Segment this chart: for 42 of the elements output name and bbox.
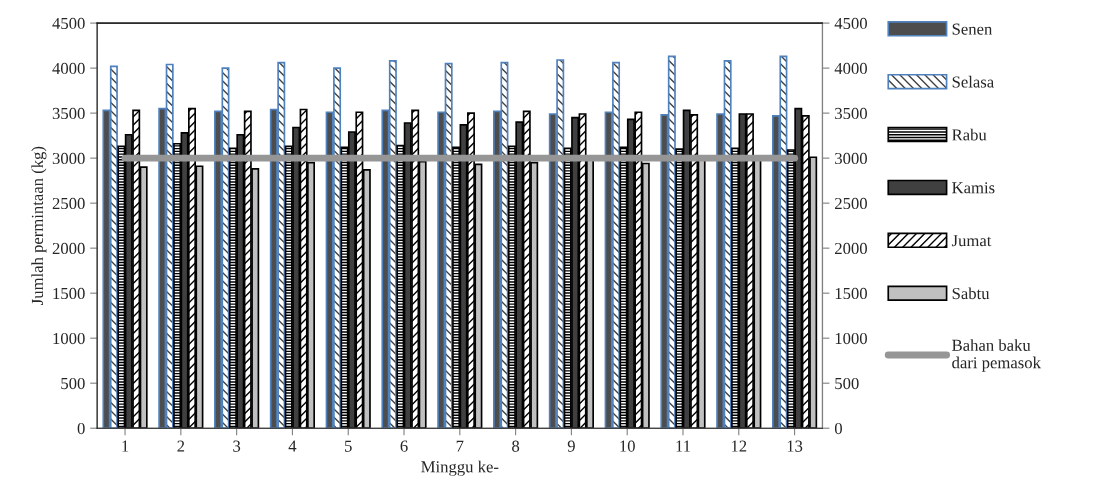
y2-tick-label: 4000: [834, 62, 867, 75]
legend-label: Senen: [952, 23, 993, 35]
y-tick-label: 500: [61, 377, 85, 390]
y2-tick-label: 500: [835, 377, 859, 390]
x-tick-label: 5: [345, 440, 352, 452]
x-tick-label: 9: [567, 440, 575, 452]
legend-label: Rabu: [952, 128, 987, 141]
y2-tick-label: 2500: [835, 197, 867, 210]
y2-tick-label: 2000: [835, 242, 867, 255]
y-tick-label: 4000: [52, 62, 85, 75]
x-tick-label: 13: [787, 440, 803, 452]
y-axis-title: Jumlah permintaan (kg): [31, 146, 47, 305]
x-tick-label: 7: [456, 440, 464, 452]
x-tick-label: 10: [620, 440, 635, 452]
legend-label: Kamis: [952, 182, 995, 194]
legend-label: Sabtu: [952, 287, 990, 300]
y-tick-label: 1000: [53, 332, 85, 345]
y-tick-label: 2000: [52, 242, 85, 255]
legend-label: Bahan baku dari pemasok: [952, 339, 1041, 372]
y2-tick-label: 1000: [835, 332, 867, 345]
y-tick-label: 3500: [52, 107, 85, 120]
x-axis-title: Minggu ke-: [421, 460, 499, 476]
y-tick-label: 2500: [52, 197, 85, 210]
y-tick-label: 4500: [52, 17, 85, 30]
x-tick-label: 8: [512, 440, 520, 452]
y-tick-label: 0: [77, 422, 85, 435]
legend-label: Selasa: [952, 75, 994, 88]
x-tick-label: 6: [400, 440, 408, 452]
legend-label: Jumat: [951, 235, 992, 247]
x-tick-label: 1: [122, 440, 129, 452]
y2-tick-label: 0: [834, 422, 842, 435]
x-tick-label: 3: [233, 440, 241, 452]
y2-tick-label: 1500: [835, 287, 867, 300]
y2-tick-label: 4500: [834, 17, 867, 30]
x-tick-label: 11: [676, 440, 691, 452]
y2-tick-label: 3500: [835, 107, 867, 120]
y-tick-label: 3000: [52, 152, 85, 165]
x-tick-label: 2: [177, 440, 185, 452]
y2-tick-label: 3000: [835, 152, 867, 165]
y-tick-label: 1500: [53, 287, 85, 300]
x-tick-label: 4: [288, 440, 297, 452]
x-tick-label: 12: [731, 440, 747, 452]
